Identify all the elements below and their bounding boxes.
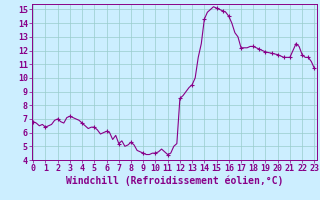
X-axis label: Windchill (Refroidissement éolien,°C): Windchill (Refroidissement éolien,°C) <box>66 176 283 186</box>
